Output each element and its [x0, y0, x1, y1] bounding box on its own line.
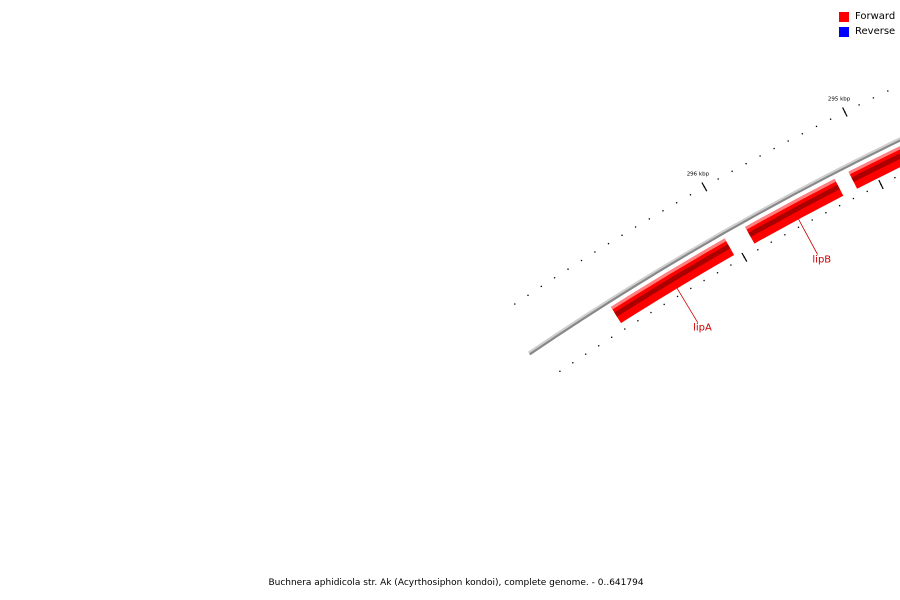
gene-arrow-core — [851, 153, 900, 182]
reverse-swatch — [839, 26, 849, 37]
outer-ruler-dot — [815, 125, 818, 128]
gene-label-lipA[interactable]: lipA — [693, 322, 712, 333]
outer-ruler-dot — [858, 104, 860, 106]
inner-ruler-dot — [825, 211, 827, 214]
gene-arrow-core — [748, 184, 840, 237]
outer-ruler-dot — [759, 155, 761, 157]
tick-labels: 280 kbp281 kbp282 kbp283 kbp284 kbp285 k… — [687, 96, 884, 262]
inner-ruler-dot — [584, 353, 587, 355]
inner-ruler — [559, 176, 896, 373]
inner-ruler-dot — [838, 204, 841, 207]
outer-ruler-dot — [621, 234, 623, 237]
inner-ruler-dot — [784, 233, 786, 236]
inner-ruler-dot — [730, 264, 732, 266]
outer-ruler-dot — [662, 209, 664, 212]
inner-ruler-dot — [610, 336, 613, 339]
inner-ruler-dot — [894, 176, 896, 179]
outer-ruler-dot — [607, 242, 610, 245]
gene-leader-line — [798, 219, 818, 255]
tick-label: 295 kbp — [828, 96, 851, 102]
inner-ruler-dot — [703, 279, 705, 282]
backbone-line — [529, 139, 900, 356]
gene-ychE[interactable] — [848, 127, 900, 189]
outer-ruler-dot — [675, 201, 678, 204]
outer-ruler-dot — [887, 90, 889, 92]
inner-ruler-dot — [676, 295, 679, 298]
gene-lipB[interactable] — [745, 178, 844, 244]
legend-item-reverse: Reverse — [839, 24, 895, 39]
inner-ruler-dot — [690, 287, 692, 290]
outer-ruler-dot — [801, 132, 804, 135]
inner-tick — [741, 252, 748, 262]
gene-leader-line — [676, 288, 699, 323]
gene-features — [610, 127, 900, 324]
gene-arrow-core — [614, 244, 731, 317]
backbone-shadow — [527, 137, 900, 354]
gene-arrow-highlight — [745, 178, 836, 230]
inner-ruler-dot — [637, 319, 639, 322]
outer-ruler-dot — [527, 294, 529, 296]
outer-ruler-dot — [745, 162, 747, 165]
inner-ruler-dot — [770, 241, 773, 243]
inner-tick — [878, 179, 884, 190]
inner-ruler-dot — [866, 190, 868, 193]
gene-arrow-highlight — [848, 146, 900, 175]
inner-ruler-dot — [559, 370, 561, 373]
inner-ruler-dot — [716, 271, 719, 274]
genome-caption: Buchnera aphidicola str. Ak (Acyrthosiph… — [268, 578, 644, 588]
outer-ruler-dot — [553, 276, 556, 279]
inner-ruler-dot — [663, 303, 665, 306]
inner-ruler-dot — [757, 248, 759, 251]
outer-ruler-dot — [514, 303, 516, 305]
inner-ruler-dot — [597, 344, 600, 347]
gene-label-lipB[interactable]: lipB — [812, 254, 831, 265]
tick-label: 296 kbp — [687, 172, 710, 178]
outer-ruler-dot — [594, 251, 596, 253]
forward-swatch — [839, 11, 849, 22]
inner-ruler-dot — [572, 361, 574, 364]
outer-ruler-dot — [567, 268, 569, 270]
outer-ruler-dot — [648, 218, 651, 220]
outer-ruler-dot — [872, 97, 875, 99]
legend-item-forward: Forward — [839, 9, 895, 24]
gene-lipA[interactable] — [610, 238, 735, 324]
outer-tick — [701, 182, 708, 192]
outer-ruler-dot — [580, 259, 583, 262]
gene-arrow-highlight — [610, 238, 727, 310]
inner-ruler-dot — [650, 311, 652, 314]
legend-label-reverse: Reverse — [855, 26, 896, 37]
outer-ruler-dot — [634, 226, 637, 228]
gene-labels: gptgrpE1smpBtadAyfjFacpSerarnclepBlepAmn… — [676, 219, 831, 333]
outer-ruler-dot — [731, 170, 733, 173]
outer-ruler-dot — [689, 193, 692, 196]
inner-ruler-dot — [811, 219, 813, 221]
genome-backbone — [527, 137, 900, 356]
inner-ruler-dot — [852, 197, 855, 200]
outer-tick — [842, 107, 848, 117]
outer-ruler-dot — [540, 285, 543, 288]
outer-ruler-dot — [773, 147, 775, 150]
legend: Forward Reverse — [839, 9, 895, 39]
inner-ruler-dot — [624, 328, 626, 330]
inner-ruler-dot — [797, 226, 800, 229]
outer-ruler-dot — [829, 118, 832, 120]
outer-ruler-dot — [717, 178, 719, 180]
legend-label-forward: Forward — [855, 11, 896, 22]
outer-ruler-dot — [787, 140, 789, 142]
